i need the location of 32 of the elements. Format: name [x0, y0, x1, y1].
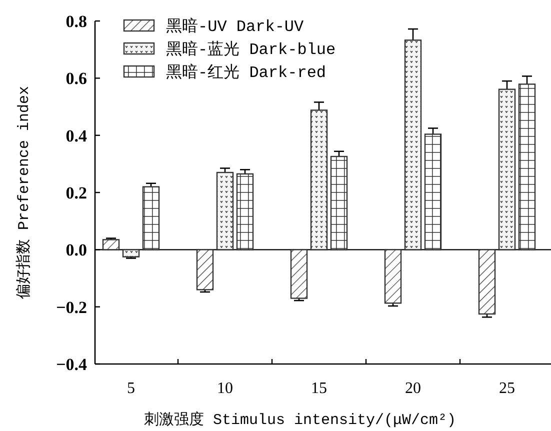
legend-label: 黑暗-红光 Dark-red: [166, 63, 326, 82]
y-tick-label: 0.8: [66, 12, 87, 31]
x-tick-label: 5: [127, 380, 135, 397]
y-tick-label: 0.2: [66, 184, 87, 202]
x-tick-label: 25: [499, 380, 515, 397]
bar: [310, 110, 328, 250]
bar: [236, 173, 254, 250]
x-axis-title: 刺激强度 Stimulus intensity/(μW/cm²): [144, 411, 456, 429]
legend-label: 黑暗-UV Dark-UV: [166, 17, 304, 36]
bar: [424, 134, 442, 250]
y-axis-title: 偏好指数 Preference index: [15, 86, 33, 300]
bar: [518, 84, 536, 250]
legend-label: 黑暗-蓝光 Dark-blue: [166, 40, 336, 59]
bar: [196, 249, 214, 290]
bar: [216, 172, 234, 250]
bar: [498, 88, 516, 250]
bar: [330, 156, 348, 250]
bar: [404, 40, 422, 250]
bar: [384, 249, 402, 304]
y-tick-label: 0.4: [66, 126, 88, 146]
y-tick-label: 0.6: [66, 69, 87, 88]
y-tick-label: −0.2: [56, 298, 87, 317]
bar: [102, 239, 120, 250]
bar: [122, 249, 140, 258]
x-tick-label: 20: [405, 380, 421, 397]
y-tick-label: −0.4: [56, 355, 88, 374]
bar: [478, 249, 496, 315]
bar: [142, 186, 160, 250]
x-tick-label: 10: [217, 380, 233, 397]
x-tick-label: 15: [311, 380, 327, 397]
bar: [290, 249, 308, 299]
y-tick-label: 0.0: [66, 240, 87, 260]
